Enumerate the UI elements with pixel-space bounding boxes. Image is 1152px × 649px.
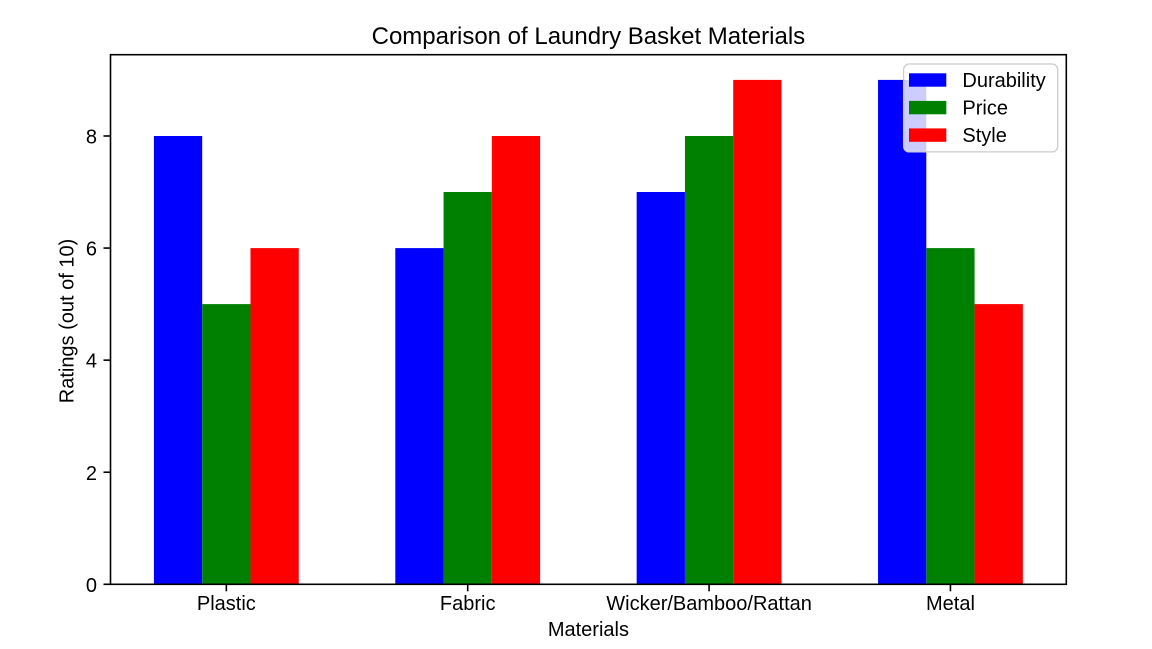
svg-text:Durability: Durability (962, 70, 1045, 92)
svg-text:0: 0 (86, 575, 97, 597)
svg-text:Fabric: Fabric (440, 593, 496, 615)
svg-text:Materials: Materials (548, 619, 629, 641)
svg-text:Price: Price (962, 98, 1008, 120)
svg-text:Metal: Metal (926, 593, 975, 615)
svg-text:2: 2 (86, 463, 97, 485)
svg-text:Comparison of Laundry Basket M: Comparison of Laundry Basket Materials (372, 23, 806, 50)
svg-text:Style: Style (962, 125, 1006, 147)
svg-text:6: 6 (86, 239, 97, 261)
svg-text:4: 4 (86, 351, 97, 373)
svg-text:Ratings (out of 10): Ratings (out of 10) (56, 239, 78, 404)
svg-text:Wicker/Bamboo/Rattan: Wicker/Bamboo/Rattan (606, 593, 812, 615)
svg-text:8: 8 (86, 127, 97, 149)
svg-text:Plastic: Plastic (197, 593, 256, 615)
